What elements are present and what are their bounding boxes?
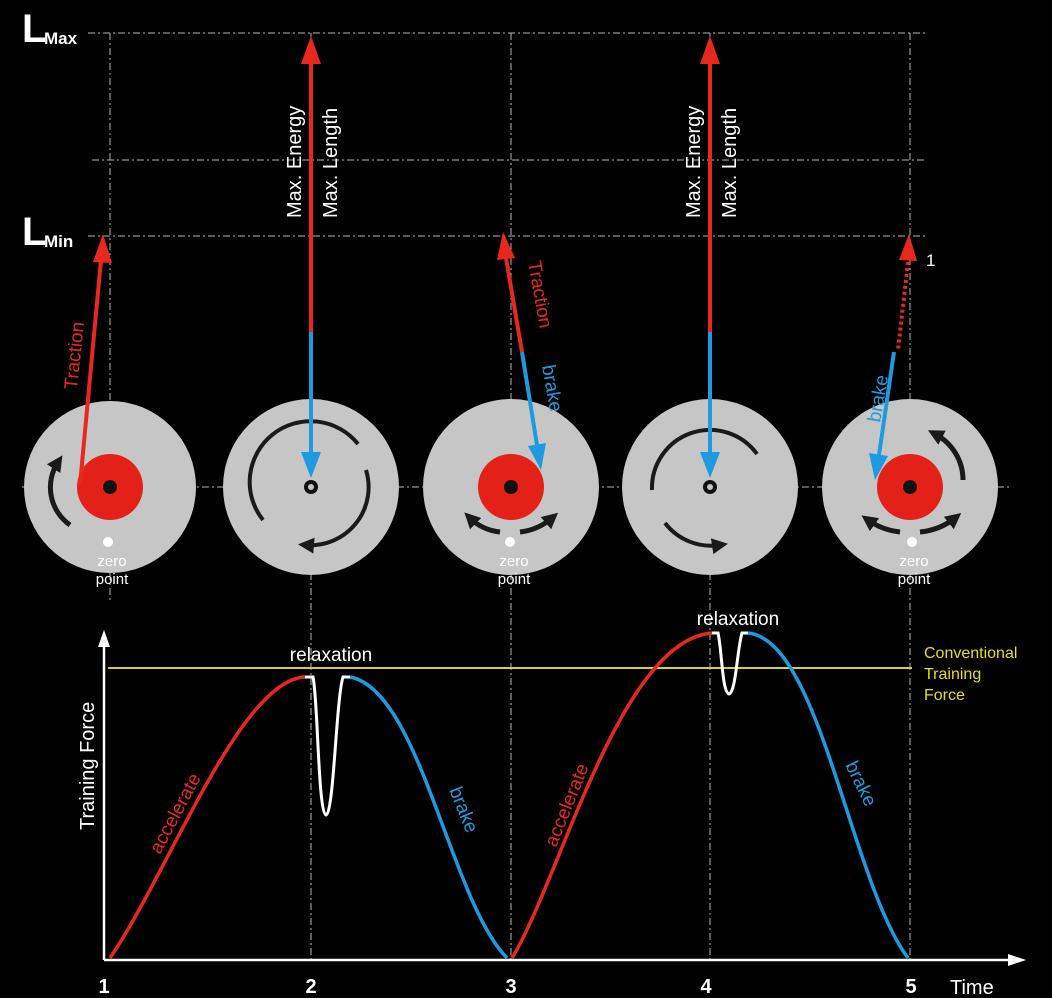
disc-4-arrowhead-down-icon	[700, 452, 720, 478]
disc-4-energy-arrow	[700, 36, 720, 478]
level-min-sub: Min	[44, 232, 73, 251]
disc-1	[24, 401, 196, 573]
disc-5-arrowhead-up-icon	[899, 234, 917, 261]
tick-1: 1	[98, 976, 109, 998]
conventional-label-line2: Training	[924, 666, 981, 683]
y-axis-arrowhead-icon	[98, 630, 110, 647]
disc-3-arrowhead-down-icon	[528, 443, 546, 470]
disc-5-zero-label-line1: zero	[899, 553, 928, 570]
disc-5-zero-label-line2: point	[898, 571, 931, 588]
level-min-main: L	[22, 210, 46, 254]
disc-3-zero-point-dot	[505, 537, 515, 547]
relaxation-dip-1	[305, 675, 350, 817]
tick-3: 3	[505, 976, 516, 998]
disc-2-energy-arrow	[301, 36, 321, 478]
tick-4: 4	[700, 976, 712, 998]
disc-2-max-energy-label: Max. Energy	[284, 106, 306, 218]
disc-2-rotation-arrow-icon	[247, 419, 360, 522]
disc-1-axle	[103, 480, 117, 494]
disc-3-zero-label-line2: point	[498, 571, 531, 588]
disc-5-arrowhead-down-icon	[869, 453, 888, 480]
tick-5: 5	[905, 976, 916, 998]
disc-5-rotation-arrow-clockwise-icon	[927, 430, 966, 481]
zero-point-labels: zero point zero point zero point	[96, 553, 931, 588]
y-axis-label: Training Force	[77, 702, 99, 830]
disc-5-rotation-arrow-right-icon	[919, 513, 962, 535]
disc-3-axle	[504, 480, 518, 494]
disc-2-max-length-label: Max. Length	[320, 108, 342, 218]
disc-4-rotation-arrow-lower-icon	[663, 521, 728, 555]
disc-5-rotation-arrow-left-icon	[861, 515, 901, 535]
disc-5	[822, 399, 998, 575]
conventional-label-line3: Force	[924, 687, 965, 704]
disc-3-rotation-arrow-left-icon	[464, 512, 501, 535]
disc-4-arrowhead-up-icon	[700, 36, 720, 64]
disc-5-point-marker: 1	[926, 251, 935, 270]
brake-curve-2	[747, 631, 910, 960]
disc-5-brake-arrow: 1	[869, 234, 935, 480]
disc-3-zero-label-line1: zero	[499, 553, 528, 570]
level-min-label: L Min	[22, 210, 73, 254]
x-axis-arrowhead-icon	[1008, 954, 1026, 966]
disc-1-rotation-arrow-icon	[46, 455, 72, 528]
disc-2-arrowhead-up-icon	[301, 36, 321, 64]
accelerate-curve-1	[108, 675, 306, 959]
disc-1-arrowhead-icon	[93, 234, 112, 263]
disc-5-axle	[903, 480, 917, 494]
disc-3-arrowhead-up-icon	[497, 232, 515, 260]
disc-1-zero-point-dot	[103, 537, 113, 547]
tick-2: 2	[305, 976, 316, 998]
brake-curve-1	[349, 675, 509, 960]
disc-3-traction-brake-arrow	[497, 232, 546, 470]
level-max-label: L Max	[22, 7, 78, 51]
disc-1-traction-arrow	[78, 234, 112, 486]
disc-3	[423, 399, 599, 575]
accelerate-curve-2	[510, 631, 713, 959]
disc-3-rotation-arrow-right-icon	[519, 512, 559, 535]
level-max-main: L	[22, 7, 46, 51]
relaxation-label-2: relaxation	[697, 609, 779, 630]
disc-5-zero-point-dot	[907, 537, 917, 547]
level-max-sub: Max	[44, 29, 78, 48]
disc-2-rotation-arrow-lower-icon	[298, 469, 371, 554]
disc-4-rotation-arrow-icon	[649, 427, 759, 491]
disc-4-max-energy-label: Max. Energy	[683, 106, 705, 218]
disc-4	[622, 399, 798, 575]
relaxation-label-1: relaxation	[290, 645, 372, 666]
conventional-label-line1: Conventional	[924, 645, 1017, 662]
disc-4-max-length-label: Max. Length	[719, 108, 741, 218]
disc-2	[223, 399, 399, 575]
x-axis-label: Time	[950, 977, 994, 998]
disc-1-zero-label-line2: point	[96, 571, 129, 588]
relaxation-dip-2	[712, 631, 748, 696]
disc-2-arrowhead-down-icon	[301, 452, 321, 478]
disc-1-zero-label-line1: zero	[97, 553, 126, 570]
